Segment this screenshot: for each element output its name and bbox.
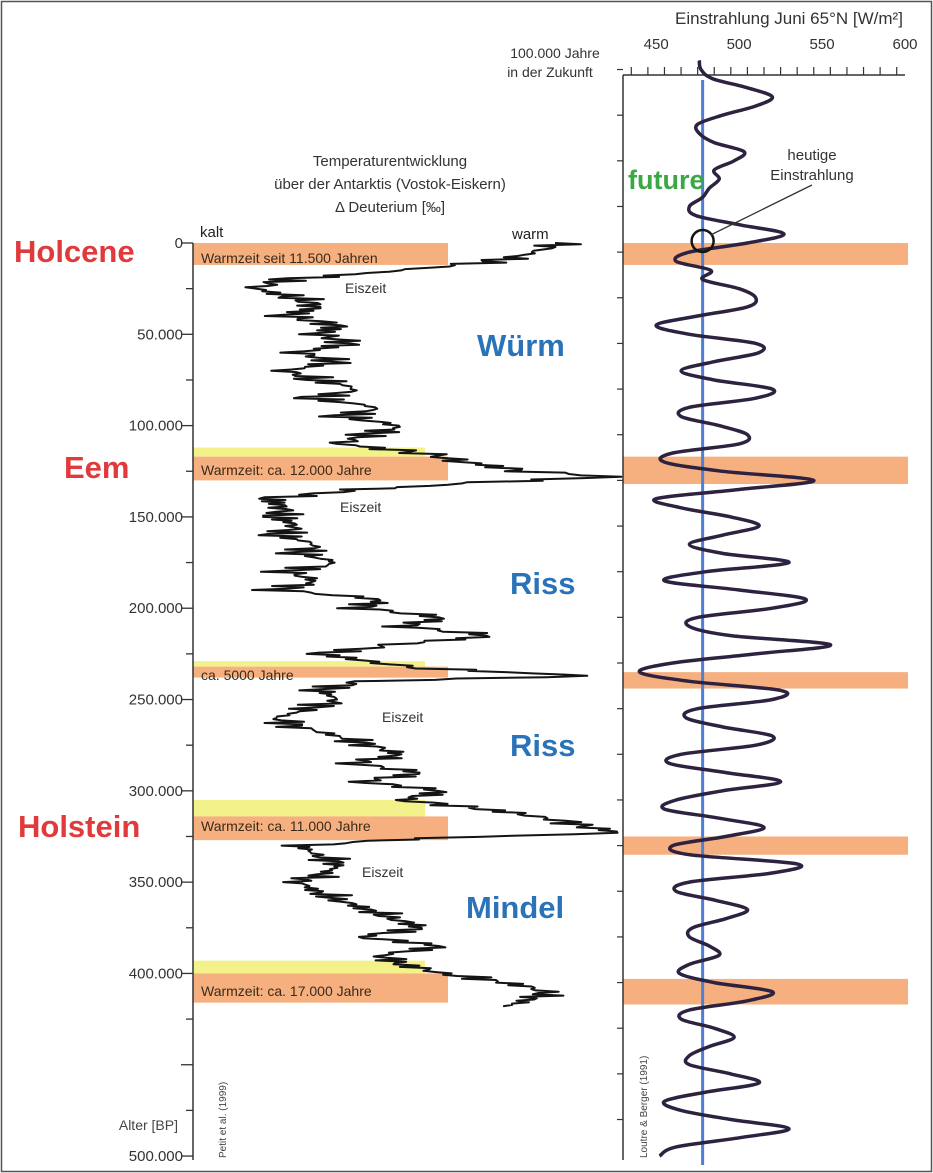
band-label-2: Warmzeit: ca. 12.000 Jahre xyxy=(201,462,372,478)
yellow-band-4 xyxy=(193,799,425,817)
future-label: future xyxy=(628,165,705,195)
eiszeit-annotation-4: Eiszeit xyxy=(362,864,403,880)
orange-band-1 xyxy=(193,243,448,265)
top-tick-label: 550 xyxy=(810,36,835,53)
stage-label-holocene: Holcene xyxy=(14,234,135,269)
reference-label-line1: heutige xyxy=(787,147,836,164)
right-orange-band-4 xyxy=(623,836,908,855)
left-tick-label: 100.000 xyxy=(129,418,183,435)
left-warm-bands xyxy=(193,243,448,1003)
stage-label-eem: Eem xyxy=(64,450,129,485)
band-label-3: ca. 5000 Jahre xyxy=(201,667,294,683)
left-tick-label: 500.000 xyxy=(129,1148,183,1165)
stage-label-mindel: Mindel xyxy=(466,890,564,925)
kalt-label: kalt xyxy=(200,224,224,241)
eiszeit-annotation-1: Eiszeit xyxy=(345,280,386,296)
band-label-4: Warmzeit: ca. 11.000 Jahre xyxy=(201,818,371,834)
left-tick-label: 200.000 xyxy=(129,600,183,617)
eiszeit-annotation-2: Eiszeit xyxy=(340,499,381,515)
eiszeit-annotation-3: Eiszeit xyxy=(382,709,423,725)
left-tick-label: 250.000 xyxy=(129,692,183,709)
warm-label: warm xyxy=(511,226,549,243)
yellow-band-5 xyxy=(193,960,425,974)
insolation-line xyxy=(637,60,833,1158)
left-tick-label: 350.000 xyxy=(129,874,183,891)
left-tick-label: 300.000 xyxy=(129,783,183,800)
yellow-band-2 xyxy=(193,447,425,457)
left-axis-ticks: 0 50.000 100.000 150.000 200.000 250.000 300.0… xyxy=(129,235,193,1165)
left-chart-title-line3: Δ Deuterium [‰] xyxy=(335,199,445,216)
source-loutre-berger: Loutre & Berger (1991) xyxy=(639,1056,650,1158)
left-chart-title-line2: über der Antarktis (Vostok-Eiskern) xyxy=(274,176,506,193)
left-tick-label: 400.000 xyxy=(129,965,183,982)
stage-label-holstein: Holstein xyxy=(18,809,140,844)
present-marker xyxy=(690,228,715,254)
reference-label-line2: Einstrahlung xyxy=(770,167,853,184)
right-orange-band-1 xyxy=(623,243,908,265)
age-axis-label: Alter [BP] xyxy=(119,1117,178,1133)
orange-band-2 xyxy=(193,456,448,481)
top-tick-label: 500 xyxy=(727,36,752,53)
stage-label-riss-2: Riss xyxy=(510,728,575,763)
right-chart-title: Einstrahlung Juni 65°N [W/m²] xyxy=(675,9,903,28)
top-axis-ticks: 450 500 550 600 xyxy=(630,36,918,75)
source-petit: Petit et al. (1999) xyxy=(218,1082,229,1158)
orange-band-4 xyxy=(193,816,448,841)
present-pointer-line xyxy=(710,184,813,236)
band-label-1: Warmzeit seit 11.500 Jahren xyxy=(201,250,378,266)
top-tick-label: 450 xyxy=(644,36,669,53)
left-chart-title-line1: Temperaturentwicklung xyxy=(313,153,467,170)
right-orange-band-3 xyxy=(623,672,908,689)
future-label-line1: 100.000 Jahre xyxy=(510,45,600,61)
right-orange-band-2 xyxy=(623,456,908,485)
stage-label-wuerm: Würm xyxy=(477,328,565,363)
yellow-band-3 xyxy=(193,661,425,667)
left-tick-label: 50.000 xyxy=(137,326,183,343)
orange-band-5 xyxy=(193,973,448,1003)
orange-band-3 xyxy=(193,666,448,678)
left-tick-label: 150.000 xyxy=(129,509,183,526)
band-label-5: Warmzeit: ca. 17.000 Jahre xyxy=(201,983,372,999)
left-tick-label: 0 xyxy=(175,235,183,252)
future-label-line2: in der Zukunft xyxy=(507,64,593,80)
vostok-deuterium-line xyxy=(244,242,623,1008)
stage-label-riss-1: Riss xyxy=(510,566,575,601)
right-axis-ticks xyxy=(617,68,623,1121)
right-warm-bands xyxy=(623,243,908,1005)
top-tick-label: 600 xyxy=(892,36,917,53)
